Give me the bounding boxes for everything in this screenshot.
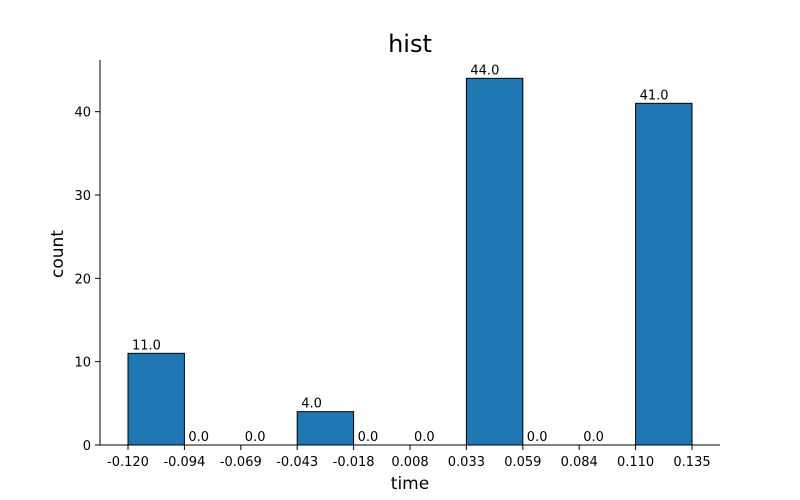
x-tick-label: -0.043 bbox=[276, 455, 318, 470]
bar-value-label: 44.0 bbox=[470, 63, 499, 78]
x-tick-label: 0.135 bbox=[673, 455, 710, 470]
chart-title: hist bbox=[388, 30, 432, 58]
x-tick-label: 0.110 bbox=[617, 455, 654, 470]
y-tick-label: 0 bbox=[83, 439, 91, 454]
x-tick-label: 0.033 bbox=[448, 455, 485, 470]
bar-value-label: 0.0 bbox=[358, 430, 379, 445]
x-tick-label: -0.094 bbox=[163, 455, 205, 470]
x-tick-label: 0.008 bbox=[391, 455, 428, 470]
x-tick-label: 0.059 bbox=[504, 455, 541, 470]
histogram-bar bbox=[296, 411, 355, 446]
x-tick-label: -0.120 bbox=[107, 455, 149, 470]
histogram-bar bbox=[127, 352, 185, 446]
bar-value-label: 0.0 bbox=[583, 430, 604, 445]
y-tick-label: 40 bbox=[74, 106, 91, 121]
y-axis-label: count bbox=[48, 230, 68, 278]
bar-value-label: 0.0 bbox=[245, 430, 266, 445]
bar-value-label: 11.0 bbox=[132, 338, 161, 353]
y-axis-ticks: 0 10 20 30 40 bbox=[74, 106, 100, 454]
x-tick-label: -0.018 bbox=[333, 455, 375, 470]
x-axis-ticks: -0.120 -0.094 -0.069 -0.043 -0.018 0.008 0.033… bbox=[107, 445, 711, 470]
histogram-bar bbox=[465, 77, 524, 446]
x-axis-label: time bbox=[391, 474, 429, 494]
bar-value-label: 0.0 bbox=[414, 430, 435, 445]
histogram-bar bbox=[635, 102, 693, 446]
bar-value-label: 4.0 bbox=[301, 397, 322, 412]
x-tick-label: -0.069 bbox=[220, 455, 262, 470]
y-tick-label: 10 bbox=[74, 356, 91, 371]
plot-area: 11.0 0.0 0.0 4.0 0.0 0.0 44.0 0.0 0.0 41.0 bbox=[127, 63, 693, 446]
bar-value-label: 0.0 bbox=[188, 430, 209, 445]
y-tick-label: 20 bbox=[74, 272, 91, 287]
bar-value-label: 0.0 bbox=[527, 430, 548, 445]
y-tick-label: 30 bbox=[74, 189, 91, 204]
x-tick-label: 0.084 bbox=[561, 455, 598, 470]
bar-value-label: 41.0 bbox=[640, 88, 669, 103]
